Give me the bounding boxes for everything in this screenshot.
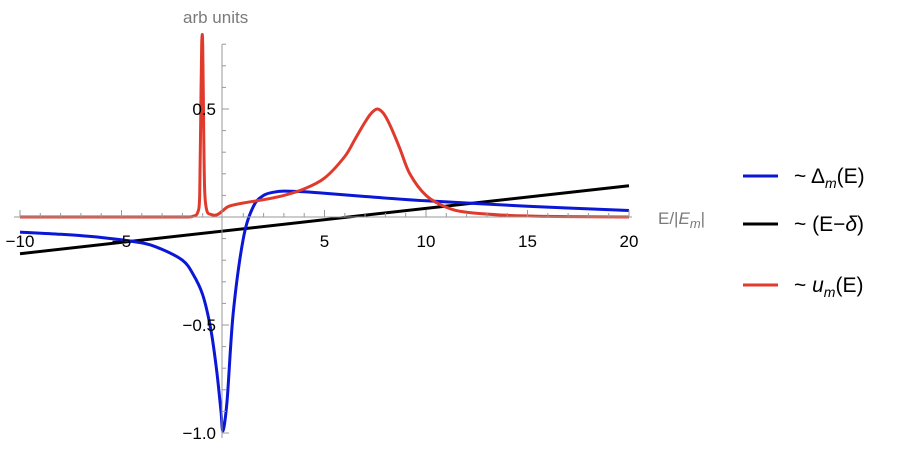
legend-prefix: ~ (E−	[794, 213, 845, 236]
x-tick-label: 10	[417, 232, 436, 251]
legend: ~ Δm(E)~ (E−δ)~ um(E)	[743, 165, 865, 300]
legend-suffix: (E)	[837, 165, 865, 188]
legend-suffix: (E)	[835, 274, 863, 297]
series-line-2	[20, 32, 630, 219]
plot-lines	[19, 32, 630, 433]
x-tick-label: −5	[112, 232, 131, 251]
legend-sub: m	[825, 175, 837, 191]
y-tick-label: −1.0	[182, 424, 216, 443]
x-axis-label-ital: E	[678, 209, 690, 228]
series-line-0	[19, 189, 630, 433]
x-axis-label-prefix: E/|	[658, 209, 678, 228]
legend-entry-0: ~ Δm(E)	[794, 165, 865, 191]
legend-ital: u	[812, 274, 824, 297]
x-tick-label: 20	[620, 232, 639, 251]
x-tick-label: 15	[518, 232, 537, 251]
legend-ital: δ	[845, 213, 857, 236]
x-axis-label-suffix: |	[701, 209, 705, 228]
x-tick-label: 5	[320, 232, 329, 251]
legend-sub: m	[824, 284, 836, 300]
legend-prefix: ~ Δ	[794, 165, 825, 188]
x-tick-label: −10	[6, 232, 35, 251]
axes: −10 −5 5 10 15 20 −1.0 −0.5 0.5 arb units E/|Em|	[6, 8, 706, 443]
x-axis-label: E/|Em|	[658, 209, 705, 231]
legend-suffix: )	[857, 213, 864, 236]
x-axis-label-sub: m	[690, 216, 701, 231]
series-line-1	[19, 184, 630, 256]
y-tick-label: −0.5	[182, 316, 216, 335]
legend-entry-1: ~ (E−δ)	[794, 213, 864, 236]
y-tick-label: 0.5	[192, 100, 216, 119]
legend-entry-2: ~ um(E)	[794, 274, 863, 300]
y-axis-label: arb units	[183, 8, 248, 27]
legend-prefix: ~	[794, 274, 812, 297]
